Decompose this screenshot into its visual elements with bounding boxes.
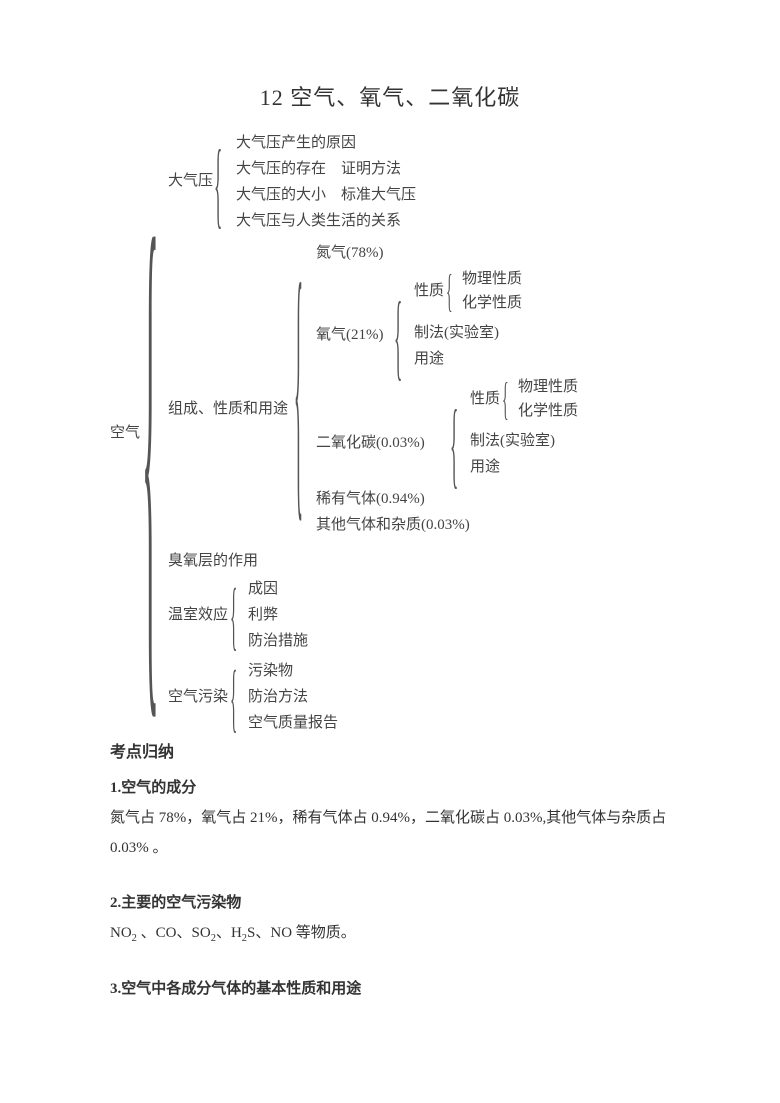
- text-run: NO: [110, 925, 132, 941]
- brace-icon: {: [142, 154, 159, 734]
- tree-leaf: 大气压的存在 证明方法: [236, 158, 401, 181]
- brace-icon: {: [446, 268, 453, 314]
- tree-node-atm: 大气压: [168, 170, 213, 193]
- subheading-s2: 2.主要的空气污染物: [110, 891, 670, 912]
- tree-leaf-noble: 稀有气体(0.94%): [316, 488, 425, 511]
- tree-node-ozone: 臭氧层的作用: [168, 550, 258, 573]
- tree-leaf: 空气质量报告: [248, 712, 338, 735]
- brace-icon: {: [294, 242, 303, 530]
- tree-leaf: 大气压的大小 标准大气压: [236, 184, 416, 207]
- tree-node-greenhouse: 温室效应: [168, 604, 228, 627]
- subheading-s1: 1.空气的成分: [110, 776, 670, 797]
- page-title: 12 空气、氧气、二氧化碳: [110, 80, 670, 112]
- brace-icon: {: [230, 578, 237, 654]
- tree-node-comp: 组成、性质和用途: [168, 398, 288, 421]
- tree-leaf: 污染物: [248, 660, 293, 683]
- tree-leaf: 防治方法: [248, 686, 308, 709]
- tree-leaf: 利弊: [248, 604, 278, 627]
- tree-leaf: 用途: [414, 348, 444, 371]
- text-run: 、H: [216, 925, 242, 941]
- brace-icon: {: [394, 288, 402, 384]
- tree-leaf: 制法(实验室): [414, 322, 499, 345]
- tree-leaf: 性质: [470, 388, 500, 411]
- page: 12 空气、氧气、二氧化碳 空气 { 大气压 { 大气压产生的原因 大气压的存在…: [0, 0, 780, 1103]
- body-text-s2: NO2 、CO、SO2、H2S、NO 等物质。: [110, 918, 670, 949]
- text-run: S、NO 等物质。: [247, 925, 356, 941]
- tree-leaf: 物理性质: [518, 376, 578, 399]
- tree-node-pollution: 空气污染: [168, 686, 228, 709]
- brace-icon: {: [502, 376, 509, 422]
- tree-root: 空气: [110, 422, 140, 445]
- text-run: 、CO、SO: [137, 925, 211, 941]
- section-heading: 考点归纳: [110, 738, 670, 762]
- tree-leaf: 化学性质: [462, 292, 522, 315]
- tree-leaf-other: 其他气体和杂质(0.03%): [316, 514, 470, 537]
- tree-leaf: 物理性质: [462, 268, 522, 291]
- tree-leaf: 化学性质: [518, 400, 578, 423]
- concept-tree: 空气 { 大气压 { 大气压产生的原因 大气压的存在 证明方法 大气压的大小 标…: [110, 130, 670, 720]
- brace-icon: {: [230, 660, 237, 736]
- tree-leaf-co2: 二氧化碳(0.03%): [316, 432, 425, 455]
- tree-leaf: 大气压产生的原因: [236, 132, 356, 155]
- tree-leaf: 成因: [248, 578, 278, 601]
- tree-leaf: 大气压与人类生活的关系: [236, 210, 401, 233]
- tree-leaf: 性质: [414, 280, 444, 303]
- tree-leaf: 用途: [470, 456, 500, 479]
- brace-icon: {: [214, 136, 222, 232]
- tree-leaf-n2: 氮气(78%): [316, 242, 384, 265]
- tree-leaf: 制法(实验室): [470, 430, 555, 453]
- body-text-s1: 氮气占 78%，氧气占 21%，稀有气体占 0.94%，二氧化碳占 0.03%,…: [110, 803, 670, 863]
- tree-leaf-o2: 氧气(21%): [316, 324, 384, 347]
- brace-icon: {: [450, 396, 458, 492]
- tree-leaf: 防治措施: [248, 630, 308, 653]
- subheading-s3: 3.空气中各成分气体的基本性质和用途: [110, 977, 670, 998]
